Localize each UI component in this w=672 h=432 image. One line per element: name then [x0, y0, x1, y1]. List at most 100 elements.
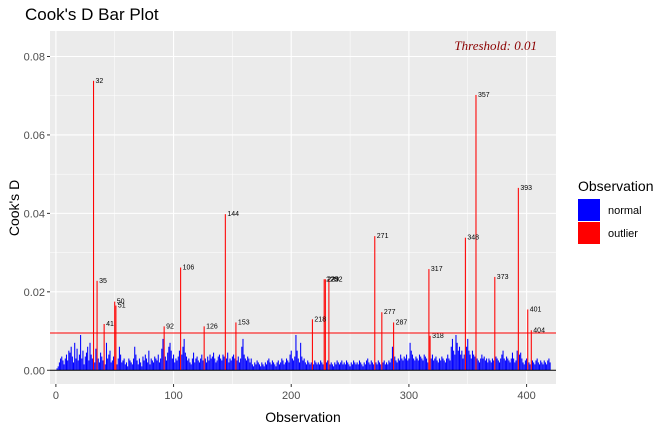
bar-normal — [507, 358, 509, 371]
bar-normal — [490, 362, 492, 371]
bar-outlier — [527, 309, 529, 371]
bar-normal — [283, 364, 285, 371]
bar-normal — [434, 358, 436, 371]
bar-label-218: 218 — [314, 316, 326, 323]
bar-normal — [198, 362, 200, 371]
bar-normal — [178, 350, 180, 371]
bar-normal — [143, 360, 145, 371]
bar-normal — [528, 362, 530, 371]
bar-normal — [453, 350, 455, 371]
bar-normal — [213, 352, 215, 371]
bar-normal — [364, 364, 366, 371]
bar-normal — [184, 352, 186, 371]
bar-normal — [360, 362, 362, 371]
bar-normal — [503, 358, 505, 371]
bar-normal — [369, 364, 371, 371]
bar-normal — [276, 362, 278, 371]
bar-normal — [486, 358, 488, 371]
bar-normal — [449, 360, 451, 371]
bar-normal — [255, 364, 257, 371]
bar-normal — [353, 360, 355, 371]
bar-normal — [318, 364, 321, 371]
bar-normal — [474, 356, 476, 371]
bar-normal — [136, 360, 138, 371]
bar-normal — [262, 364, 264, 371]
bar-normal — [329, 364, 331, 371]
bar-label-51: 51 — [118, 303, 126, 310]
bar-outlier — [103, 323, 105, 371]
bar-normal — [301, 356, 303, 371]
plot-panel — [50, 31, 556, 384]
bar-normal — [156, 360, 158, 371]
bar-normal — [267, 360, 269, 371]
bar-normal — [97, 358, 99, 371]
bar-outlier — [115, 305, 117, 371]
bar-normal — [193, 352, 195, 371]
bar-normal — [170, 350, 172, 371]
bar-normal — [395, 360, 397, 371]
bar-normal — [150, 358, 152, 371]
bar-normal — [171, 358, 173, 371]
bar-normal — [344, 364, 346, 371]
bar-normal — [476, 358, 478, 371]
bar-normal — [382, 362, 384, 371]
bar-normal — [101, 356, 103, 371]
bar-normal — [454, 354, 456, 371]
bar-normal — [363, 362, 365, 371]
bar-outlier — [464, 237, 466, 371]
bar-normal — [477, 360, 479, 371]
bar-normal — [538, 364, 541, 371]
bar-normal — [510, 358, 512, 371]
bar-normal — [529, 364, 531, 371]
bar-normal — [231, 356, 233, 371]
bar-normal — [351, 364, 353, 371]
bar-normal — [98, 362, 100, 371]
bar-normal — [215, 362, 217, 371]
bar-normal — [306, 364, 308, 371]
bar-normal — [247, 356, 249, 371]
bar-normal — [155, 358, 157, 371]
bar-normal — [342, 364, 344, 371]
bar-outlier — [494, 276, 496, 371]
bar-outlier — [180, 267, 182, 371]
bar-normal — [165, 360, 168, 371]
bar-label-228: 228 — [326, 276, 338, 283]
bar-normal — [337, 362, 339, 371]
bar-normal — [547, 360, 549, 371]
bar-label-317: 317 — [431, 266, 443, 273]
bar-normal — [280, 362, 282, 371]
bar-normal — [183, 338, 185, 371]
bar-normal — [175, 358, 177, 371]
y-axis-title: Cook's D — [6, 180, 22, 236]
bar-normal — [269, 362, 271, 371]
bar-normal — [469, 354, 471, 371]
bar-normal — [493, 360, 495, 371]
bar-normal — [410, 350, 412, 371]
bar-outlier — [393, 322, 395, 371]
bar-normal — [403, 356, 405, 371]
bar-normal — [416, 358, 418, 371]
bar-normal — [471, 350, 473, 371]
bar-normal — [488, 358, 490, 371]
bar-outlier — [114, 301, 116, 371]
bar-normal — [411, 354, 413, 371]
y-tick-label: 0.08 — [24, 51, 45, 63]
bar-normal — [309, 364, 311, 371]
bar-normal — [258, 364, 260, 371]
bar-normal — [307, 360, 309, 371]
bar-normal — [444, 362, 446, 371]
bar-normal — [158, 362, 160, 371]
bar-normal — [210, 358, 212, 371]
x-tick-label: 0 — [53, 390, 59, 402]
bar-normal — [451, 338, 453, 371]
bar-normal — [347, 362, 349, 371]
bar-normal — [194, 362, 196, 371]
bar-normal — [154, 356, 156, 371]
bar-normal — [501, 354, 503, 371]
bar-normal — [160, 358, 162, 371]
bar-normal — [153, 362, 155, 371]
bar-label-357: 357 — [478, 92, 490, 99]
bar-normal — [391, 346, 393, 371]
bar-normal — [173, 354, 175, 371]
bar-normal — [64, 358, 66, 371]
